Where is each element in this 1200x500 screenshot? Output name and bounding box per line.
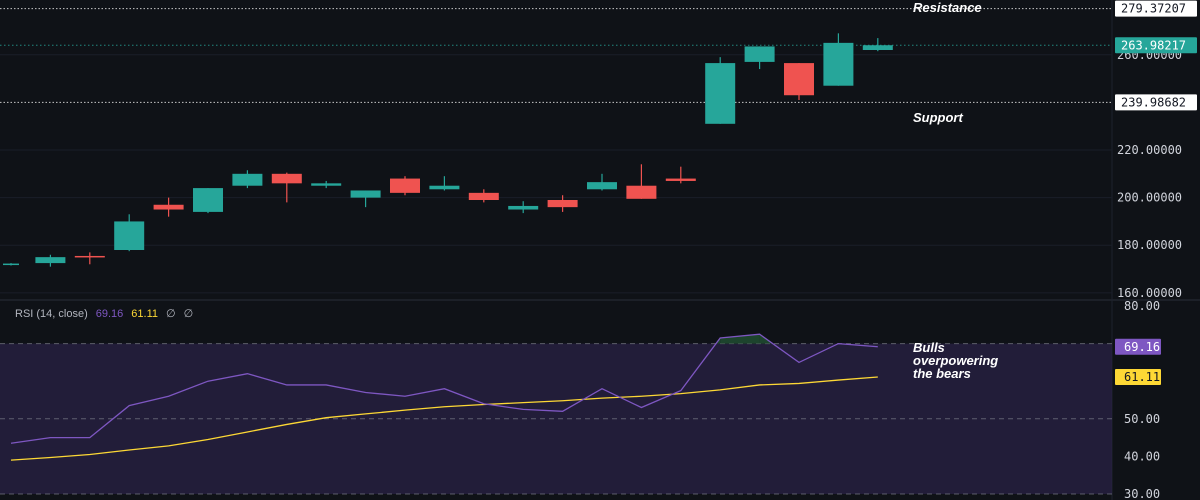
rsi-ma-tag — [1115, 369, 1161, 386]
candle-body-down — [547, 200, 578, 208]
rsi-band-fill — [0, 343, 1112, 494]
last-price-tag — [1115, 37, 1197, 54]
candle-body-up — [311, 183, 342, 186]
bulls-annotation-line: the bears — [913, 366, 971, 381]
last-price-label: 263.98217 — [1121, 38, 1186, 52]
candle-body-down — [784, 63, 814, 96]
price-tick-label: 180.00000 — [1117, 238, 1182, 252]
candle-body-up — [350, 190, 381, 198]
resistance-annotation: Resistance — [913, 0, 982, 15]
candle-body-down — [626, 185, 657, 199]
rsi-line — [10, 333, 878, 444]
price-pane: 160.00000180.00000200.00000220.00000260.… — [0, 0, 1197, 300]
candle-body-up — [114, 221, 145, 250]
candle-body-up — [823, 42, 854, 86]
bulls-annotation-line: overpowering — [913, 353, 998, 368]
rsi-ma-line — [10, 376, 878, 461]
candle-body-up — [35, 257, 66, 264]
candle-body-up — [193, 188, 223, 212]
rsi-legend-item: RSI (14, close) — [15, 308, 88, 320]
candle-body-up — [3, 263, 19, 266]
price-tick-label: 200.00000 — [1117, 191, 1182, 205]
candle-body-up — [862, 45, 893, 50]
rsi-tick-label: 40.00 — [1124, 449, 1160, 463]
candle-body-down — [665, 178, 696, 181]
candle-body-down — [468, 192, 499, 200]
rsi-legend-item: 61.11 — [131, 308, 158, 320]
candle-body-up — [705, 63, 736, 124]
candle-body-up — [587, 182, 617, 190]
rsi-tick-label: 50.00 — [1124, 412, 1160, 426]
price-tick-label: 160.00000 — [1117, 286, 1182, 300]
price-tick-label: 220.00000 — [1117, 143, 1182, 157]
candle-body-down — [74, 255, 105, 258]
candle-body-up — [508, 205, 539, 210]
rsi-legend-item: ∅ — [184, 308, 194, 320]
rsi-ma-label: 61.11 — [1124, 370, 1160, 384]
rsi-legend-item: 69.16 — [96, 308, 124, 320]
rsi-value-label: 69.16 — [1124, 340, 1160, 354]
rsi-value-tag — [1115, 338, 1161, 355]
candle-body-down — [271, 173, 302, 184]
level-price-label: 239.98682 — [1121, 95, 1186, 109]
rsi-tick-label: 80.00 — [1124, 299, 1160, 313]
candle-body-up — [232, 173, 263, 186]
bulls-annotation-line: Bulls — [913, 340, 945, 355]
rsi-legend: RSI (14, close) 69.16 61.11 ∅ ∅ — [15, 308, 193, 320]
level-price-label: 279.37207 — [1121, 2, 1186, 16]
candle-body-down — [390, 178, 420, 193]
rsi-tick-label: 30.00 — [1124, 487, 1160, 500]
level-price-tag — [1115, 94, 1197, 111]
bulls-annotation: Bulls overpowering the bears — [913, 340, 998, 381]
rsi-legend-item: ∅ — [166, 308, 176, 320]
rsi-overbought-fill — [720, 334, 760, 344]
support-annotation: Support — [913, 110, 963, 125]
level-price-tag — [1115, 0, 1197, 17]
candle-body-up — [429, 185, 460, 190]
candle-body-down — [153, 204, 184, 210]
candle-body-up — [744, 46, 775, 62]
